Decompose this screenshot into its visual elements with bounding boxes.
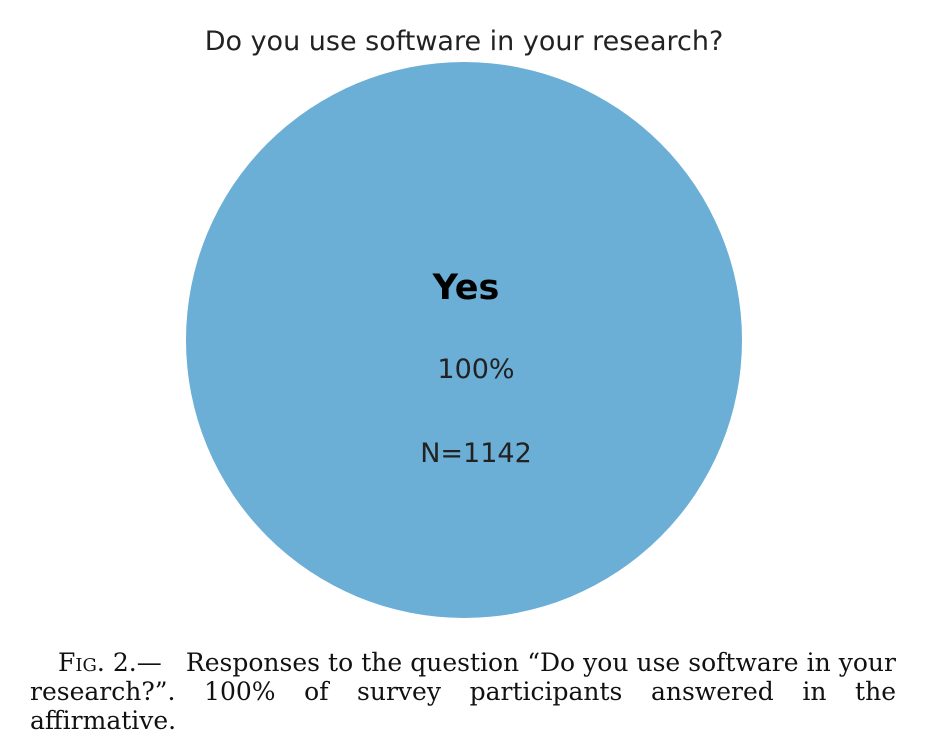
figure-caption-text: Responses to the question “Do you use so… [30,648,896,735]
slice-label-yes: Yes [432,268,500,308]
slice-percent-yes: 100% [437,354,514,385]
pie-chart: Do you use software in your research? Ye… [186,26,742,618]
figure-caption: Fig. 2.— Responses to the question “Do y… [30,648,896,735]
figure-label: Fig. 2.— [58,648,162,677]
chart-title: Do you use software in your research? [205,26,724,57]
pie-slice-yes [186,62,742,618]
slice-count-yes: N=1142 [420,438,532,469]
pie-slices [186,62,742,618]
